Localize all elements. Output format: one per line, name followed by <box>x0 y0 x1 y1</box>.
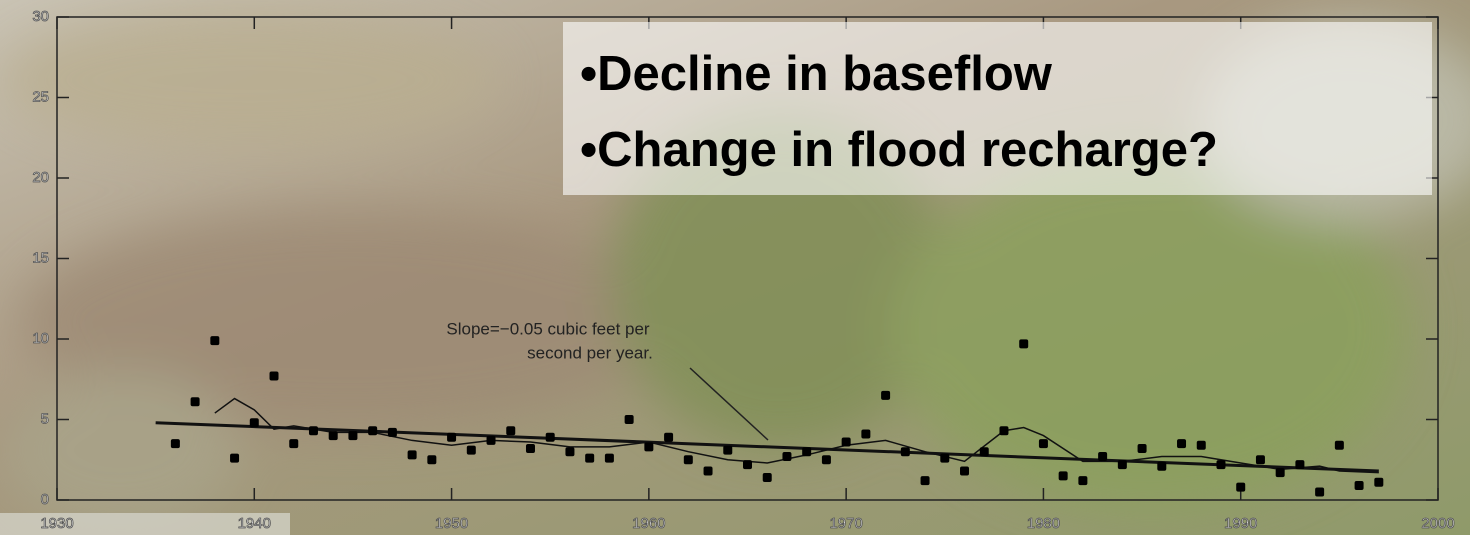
data-point <box>999 426 1009 436</box>
annotation-leader <box>689 367 769 441</box>
data-point <box>743 460 752 470</box>
y-tick-label: 5 <box>41 410 49 427</box>
data-point <box>1078 476 1088 486</box>
bullet-text: •Change in flood recharge? <box>580 123 1218 177</box>
data-point <box>1117 460 1127 470</box>
data-point <box>447 432 457 442</box>
data-point <box>1137 443 1147 453</box>
data-point <box>664 432 674 442</box>
data-point <box>230 453 240 463</box>
data-point <box>940 453 950 463</box>
x-tick-label: 1930 <box>40 515 73 532</box>
y-tick-label: 15 <box>32 249 49 266</box>
bullet-text: •Decline in baseflow <box>580 47 1053 101</box>
data-point <box>1196 440 1206 450</box>
data-point <box>427 455 437 465</box>
data-point <box>308 426 318 436</box>
data-point <box>1058 471 1068 481</box>
data-point <box>249 418 259 428</box>
data-point <box>1177 439 1187 449</box>
data-point <box>604 453 614 463</box>
y-tick-label: 10 <box>32 330 49 347</box>
data-point <box>802 447 812 457</box>
data-point <box>960 466 970 476</box>
data-point <box>1236 482 1246 492</box>
data-point <box>387 427 397 437</box>
data-point <box>644 442 654 452</box>
y-tick-label: 30 <box>32 8 49 25</box>
data-point <box>762 472 772 482</box>
x-tick-label: 1980 <box>1027 515 1060 532</box>
data-point <box>881 390 891 400</box>
data-point <box>348 431 358 441</box>
data-point <box>368 426 378 436</box>
y-tick-label: 20 <box>32 169 49 186</box>
data-point <box>328 431 338 441</box>
data-point <box>861 429 871 439</box>
annotation: Slope=−0.05 cubic feet per <box>446 319 650 338</box>
data-point <box>545 432 555 442</box>
data-point <box>900 447 910 457</box>
plot-area: 0 5 10 15 20 25 30 1930 1940 1950 1960 1970 1980 1990… <box>32 8 1455 533</box>
y-tick-label: 0 <box>41 491 49 508</box>
data-point <box>269 371 279 381</box>
x-tick-label: 1970 <box>829 515 862 532</box>
data-point <box>1354 481 1364 491</box>
x-tick-label: 1990 <box>1224 515 1257 532</box>
data-point <box>1334 440 1344 450</box>
data-point <box>1157 461 1167 471</box>
data-point <box>486 435 496 445</box>
data-point <box>289 439 299 449</box>
data-point <box>585 453 595 463</box>
data-point <box>407 450 417 460</box>
data-point <box>565 447 575 457</box>
annotation: second per year. <box>527 343 653 362</box>
data-point <box>1098 452 1108 462</box>
data-point <box>703 466 713 476</box>
data-point <box>170 439 180 449</box>
data-point <box>920 476 930 486</box>
x-tick-label: 1960 <box>632 515 665 532</box>
data-point <box>782 452 792 462</box>
data-point <box>683 455 693 465</box>
data-point <box>190 397 200 407</box>
data-point <box>1216 460 1226 470</box>
data-point <box>525 443 535 453</box>
y-tick-label: 25 <box>32 88 49 105</box>
data-point <box>1315 487 1325 497</box>
data-point <box>1019 339 1029 349</box>
data-point <box>624 415 634 424</box>
x-tick-label: 1940 <box>238 515 271 532</box>
text-box <box>563 22 1432 195</box>
trend-line <box>155 421 1379 473</box>
x-tick-label: 1950 <box>435 515 468 532</box>
data-point <box>466 445 476 455</box>
data-point <box>1255 455 1265 465</box>
data-point <box>841 437 851 447</box>
data-point <box>1038 439 1048 449</box>
data-point <box>1374 477 1384 487</box>
data-point <box>210 336 220 346</box>
data-point <box>1275 468 1285 478</box>
x-tick-label: 2000 <box>1421 515 1454 532</box>
data-point <box>506 426 516 436</box>
data-point <box>979 447 989 457</box>
data-point <box>1295 460 1305 470</box>
data-point <box>821 455 831 465</box>
data-point <box>723 445 733 455</box>
